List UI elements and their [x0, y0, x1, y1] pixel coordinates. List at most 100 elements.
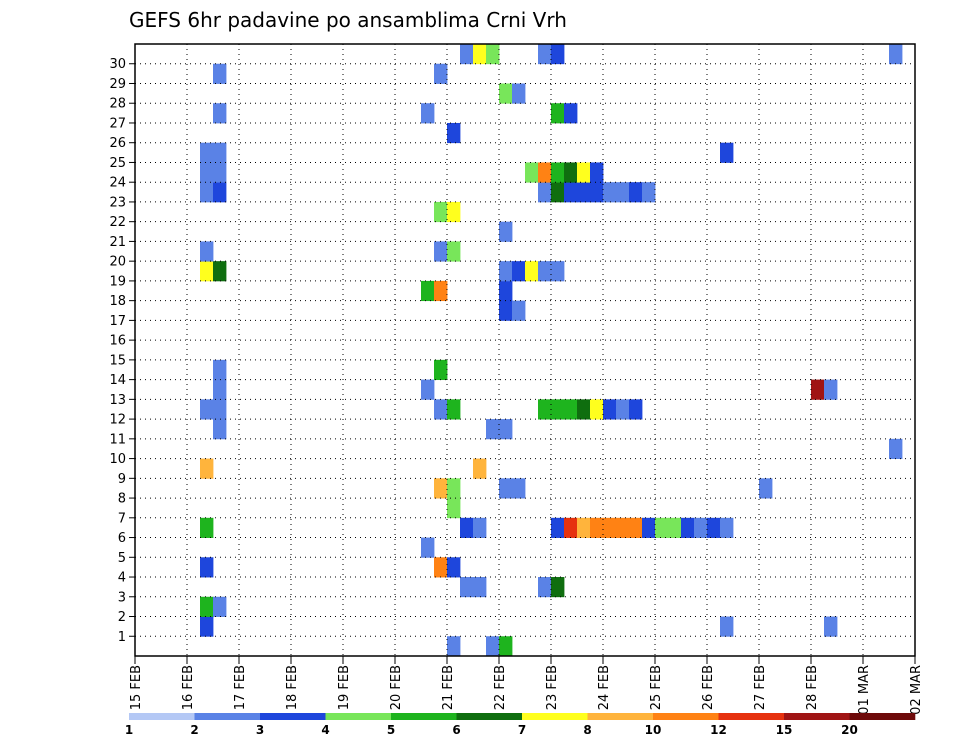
y-tick-label: 9	[118, 472, 126, 487]
precip-cell	[200, 162, 214, 183]
colorbar-swatch	[325, 713, 392, 720]
precip-cell	[525, 261, 539, 282]
precip-cell	[213, 596, 227, 617]
precip-cell	[889, 44, 903, 65]
precip-cell	[434, 63, 448, 84]
y-tick-label: 27	[109, 116, 126, 131]
precip-cell	[564, 103, 578, 124]
precip-cell	[200, 557, 214, 578]
precip-cell	[473, 517, 487, 538]
precip-cell	[668, 517, 682, 538]
y-tick-label: 30	[109, 57, 126, 72]
precip-cell	[616, 182, 630, 203]
precip-cell	[889, 438, 903, 459]
precip-cell	[564, 399, 578, 420]
y-tick-label: 17	[109, 314, 126, 329]
precip-cell	[499, 478, 513, 499]
colorbar-swatch	[129, 713, 195, 720]
precip-cell	[629, 182, 643, 203]
precip-cell	[447, 241, 461, 262]
precip-cell	[681, 517, 695, 538]
precip-cell	[200, 616, 214, 637]
y-tick-label: 29	[109, 77, 126, 92]
x-tick-label: 24 FEB	[597, 665, 612, 710]
precip-cell	[473, 458, 487, 479]
y-tick-label: 6	[118, 531, 126, 546]
y-tick-label: 7	[118, 511, 126, 526]
precip-cell	[213, 142, 227, 163]
precip-cell	[447, 478, 461, 499]
precip-cell	[538, 577, 552, 598]
colorbar-label: 7	[518, 723, 526, 737]
precip-cell	[538, 182, 552, 203]
precip-cell	[512, 261, 526, 282]
precip-cell	[213, 359, 227, 381]
x-tick-label: 16 FEB	[181, 665, 196, 710]
precip-cell	[499, 280, 513, 302]
x-tick-label: 22 FEB	[493, 665, 508, 710]
precip-cell	[213, 261, 227, 282]
colorbar-label: 2	[190, 723, 198, 737]
precip-cell	[200, 458, 214, 479]
precip-cell	[213, 399, 227, 420]
precip-cell	[447, 399, 461, 420]
y-tick-label: 8	[118, 492, 126, 507]
precip-cell	[499, 83, 513, 104]
precip-cell	[200, 261, 214, 282]
precip-cell	[200, 596, 214, 617]
colorbar-swatch	[718, 713, 785, 720]
precip-cell	[551, 577, 565, 598]
precip-cell	[512, 478, 526, 499]
colorbar-swatch	[194, 713, 261, 720]
x-axis: 15 FEB 16 FEB 17 FEB 18 FEB 19 FEB 20 FEB 21 F…	[129, 656, 924, 715]
colorbar-label: 10	[645, 723, 662, 737]
precip-cell	[603, 517, 617, 538]
x-tick-label: 20 FEB	[389, 665, 404, 710]
colorbar-label: 15	[776, 723, 793, 737]
y-tick-label: 18	[109, 294, 126, 309]
precip-cell	[447, 122, 461, 144]
precip-cell	[603, 399, 617, 420]
x-tick-label: 21 FEB	[441, 665, 456, 710]
precip-cell	[473, 577, 487, 598]
precip-cell	[499, 300, 513, 321]
precip-cell	[824, 616, 838, 637]
x-tick-label: 15 FEB	[129, 665, 144, 710]
y-tick-label: 20	[109, 255, 126, 270]
precip-cell	[590, 517, 604, 538]
y-tick-label: 10	[109, 452, 126, 467]
precip-cell	[694, 517, 708, 538]
precip-cell	[538, 162, 552, 183]
precip-cell	[512, 300, 526, 321]
precip-cell	[200, 399, 214, 420]
y-tick-label: 16	[109, 334, 126, 349]
precip-cell	[460, 44, 474, 65]
precip-cell	[551, 182, 565, 203]
y-tick-label: 26	[109, 136, 126, 151]
plot-frame	[134, 43, 916, 657]
precip-cell	[499, 261, 513, 282]
precip-cell	[200, 142, 214, 163]
precip-cell	[213, 419, 227, 440]
precip-cell	[434, 557, 448, 578]
precip-cell	[720, 142, 734, 163]
precip-cell	[486, 419, 500, 440]
precip-cell	[824, 379, 838, 400]
precip-cell	[655, 517, 669, 538]
x-tick-label: 01 MAR	[857, 665, 872, 715]
colorbar: 1 2 3 4 5 6 7 8 10 12 15 20	[125, 713, 916, 737]
precip-cell	[720, 517, 734, 538]
precip-cell	[499, 419, 513, 440]
precip-cell	[434, 359, 448, 381]
x-tick-label: 28 FEB	[805, 665, 820, 710]
y-tick-label: 24	[109, 176, 126, 191]
precip-cell	[434, 280, 448, 302]
precip-cell	[551, 44, 565, 65]
precip-cell	[564, 517, 578, 538]
y-tick-label: 12	[109, 413, 126, 428]
precip-cell	[564, 162, 578, 183]
precip-cell	[499, 636, 513, 657]
precip-cell	[564, 182, 578, 203]
precip-cell	[538, 399, 552, 420]
